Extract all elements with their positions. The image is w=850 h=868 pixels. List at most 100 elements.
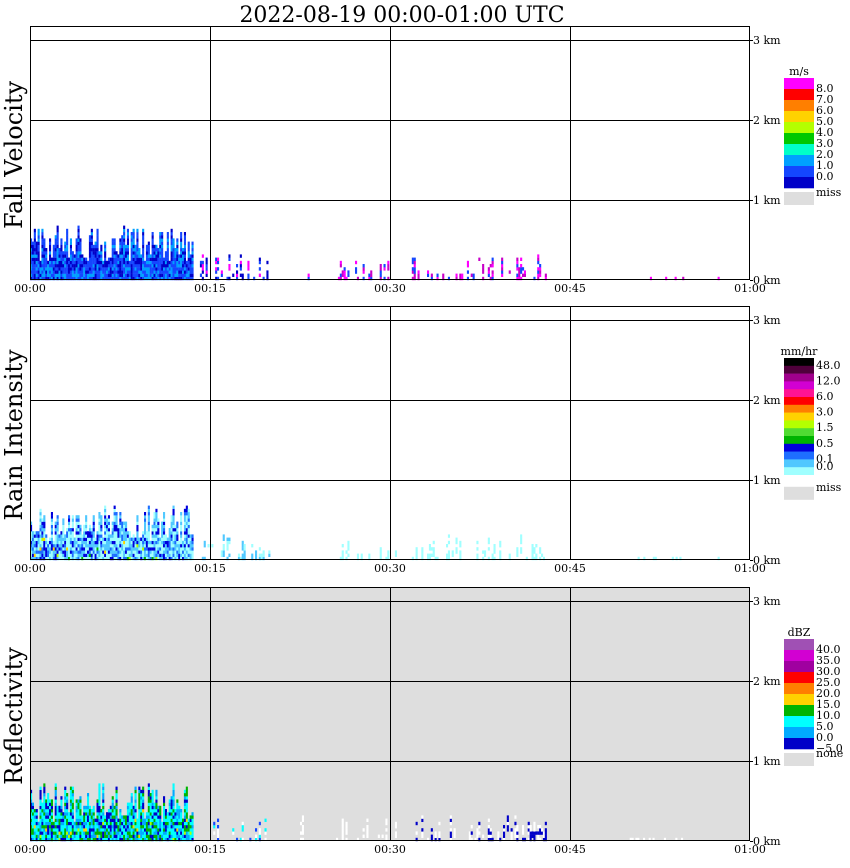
data-cell: [161, 834, 164, 838]
data-cell: [176, 799, 179, 803]
data-cell: [126, 553, 129, 557]
data-cell: [149, 276, 152, 281]
data-cell: [123, 248, 126, 252]
data-cell: [144, 264, 147, 268]
data-cell: [69, 244, 72, 249]
data-cell: [157, 828, 160, 832]
data-cell: [185, 812, 188, 816]
data-cell: [107, 547, 110, 551]
data-cell: [79, 264, 82, 268]
data-cell: [174, 528, 177, 532]
data-cell: [71, 786, 74, 790]
data-cell: [111, 528, 114, 532]
data-cell: [90, 260, 93, 265]
data-cell: [151, 553, 154, 557]
data-cell: [79, 828, 82, 832]
data-cell: [185, 276, 188, 281]
data-cell: [533, 837, 536, 842]
data-cell: [39, 796, 42, 800]
data-cell: [98, 783, 101, 787]
colorbar-label: 25.0: [816, 676, 841, 689]
data-cell: [37, 825, 40, 829]
data-cell: [149, 809, 152, 813]
data-cell: [45, 799, 48, 803]
data-cell: [128, 815, 131, 819]
data-cell: [128, 802, 131, 806]
data-cell: [119, 264, 122, 268]
data-cell: [147, 799, 150, 803]
data-cell: [111, 815, 114, 819]
data-cell: [491, 260, 494, 265]
data-cell: [100, 556, 103, 561]
data-cell: [66, 264, 69, 268]
data-cell: [157, 264, 160, 268]
data-cell: [182, 267, 185, 271]
data-cell: [87, 796, 90, 800]
data-region: [199, 254, 269, 281]
data-cell: [115, 789, 118, 794]
data-cell: [134, 556, 137, 561]
data-cell: [185, 786, 188, 790]
data-cell: [183, 815, 186, 819]
data-cell: [50, 815, 53, 819]
colorbar-missing-label: miss: [816, 481, 842, 494]
data-cell: [345, 831, 348, 835]
data-cell: [125, 260, 128, 265]
data-cell: [643, 837, 646, 842]
data-cell: [183, 276, 186, 281]
data-cell: [54, 235, 57, 239]
data-cell: [41, 802, 44, 806]
data-cell: [168, 809, 171, 813]
data-cell: [174, 550, 177, 554]
data-cell: [180, 553, 183, 557]
data-cell: [62, 540, 65, 545]
x-tick-label: 00:00: [14, 282, 46, 295]
data-cell: [45, 550, 48, 554]
data-cell: [132, 834, 135, 838]
data-cell: [205, 264, 208, 268]
data-cell: [69, 267, 72, 271]
data-cell: [147, 783, 150, 787]
data-cell: [50, 812, 53, 816]
data-cell: [64, 799, 67, 803]
data-cell: [68, 825, 71, 829]
data-cell: [493, 547, 496, 551]
data-cell: [113, 815, 116, 819]
data-cell: [455, 547, 458, 551]
data-cell: [109, 257, 112, 261]
data-cell: [144, 518, 147, 522]
data-cell: [163, 796, 166, 800]
data-cell: [155, 821, 158, 826]
data-cell: [436, 276, 439, 281]
data-cell: [90, 821, 93, 826]
data-cell: [71, 821, 74, 826]
data-cell: [145, 276, 148, 281]
data-cell: [166, 241, 169, 245]
data-cell: [149, 796, 152, 800]
colorbar-label: 20.0: [816, 687, 841, 700]
data-cell: [64, 818, 67, 822]
data-cell: [168, 828, 171, 832]
data-cell: [191, 264, 194, 268]
data-cell: [39, 825, 42, 829]
data-cell: [157, 267, 160, 271]
data-cell: [347, 547, 350, 551]
colorbar-unit: mm/hr: [781, 345, 819, 358]
colorbar-label: 1.5: [816, 421, 834, 434]
data-cell: [54, 837, 57, 842]
data-cell: [191, 273, 194, 277]
data-cell: [94, 831, 97, 835]
data-cell: [56, 257, 59, 261]
data-cell: [187, 521, 190, 525]
data-cell: [35, 828, 38, 832]
data-cell: [71, 818, 74, 822]
data-cell: [125, 831, 128, 835]
data-cell: [115, 528, 118, 532]
data-cell: [60, 837, 63, 842]
data-cell: [345, 821, 348, 826]
data-cell: [56, 818, 59, 822]
data-cell: [140, 789, 143, 794]
data-cell: [77, 550, 80, 554]
data-cell: [90, 809, 93, 813]
data-cell: [140, 812, 143, 816]
